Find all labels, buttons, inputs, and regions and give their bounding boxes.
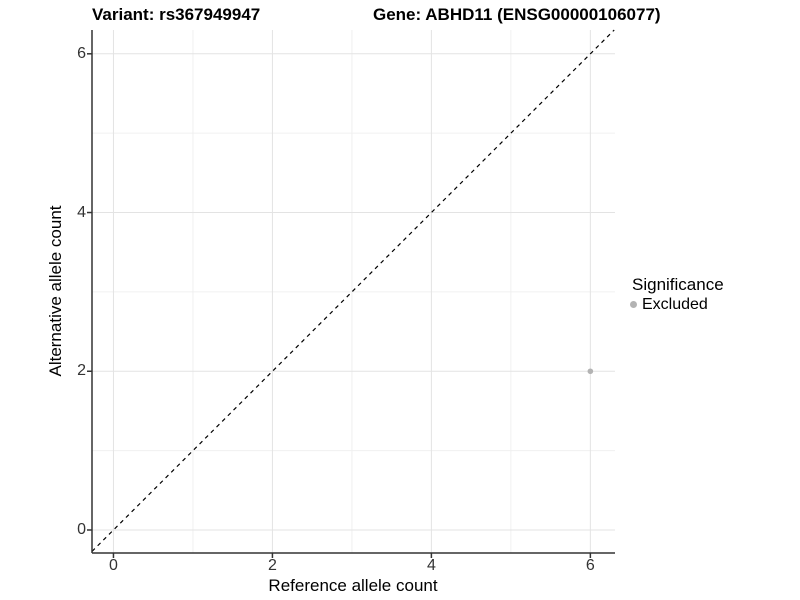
x-tick-label: 6: [585, 557, 595, 574]
legend: Significance Excluded: [630, 274, 724, 314]
legend-item-excluded: Excluded: [630, 295, 724, 314]
x-tick-label: 0: [109, 557, 118, 574]
plot-title-gene: Gene: ABHD11 (ENSG00000106077): [373, 5, 661, 24]
legend-item-label: Excluded: [642, 296, 708, 313]
x-tick-label: 4: [426, 557, 436, 574]
y-tick-label: 0: [77, 520, 86, 538]
plot-title-variant: Variant: rs367949947: [92, 5, 261, 24]
legend-point-icon: [630, 301, 637, 308]
data-point: [587, 368, 594, 375]
y-tick-label: 6: [77, 44, 86, 62]
y-axis-label: Alternative allele count: [46, 205, 65, 377]
identity-line: [91, 29, 615, 552]
x-tick-label: 2: [267, 557, 277, 574]
x-axis-label: Reference allele count: [268, 576, 438, 595]
y-tick-label: 2: [77, 362, 86, 380]
y-tick-label: 4: [77, 203, 86, 221]
legend-title: Significance: [632, 275, 724, 294]
